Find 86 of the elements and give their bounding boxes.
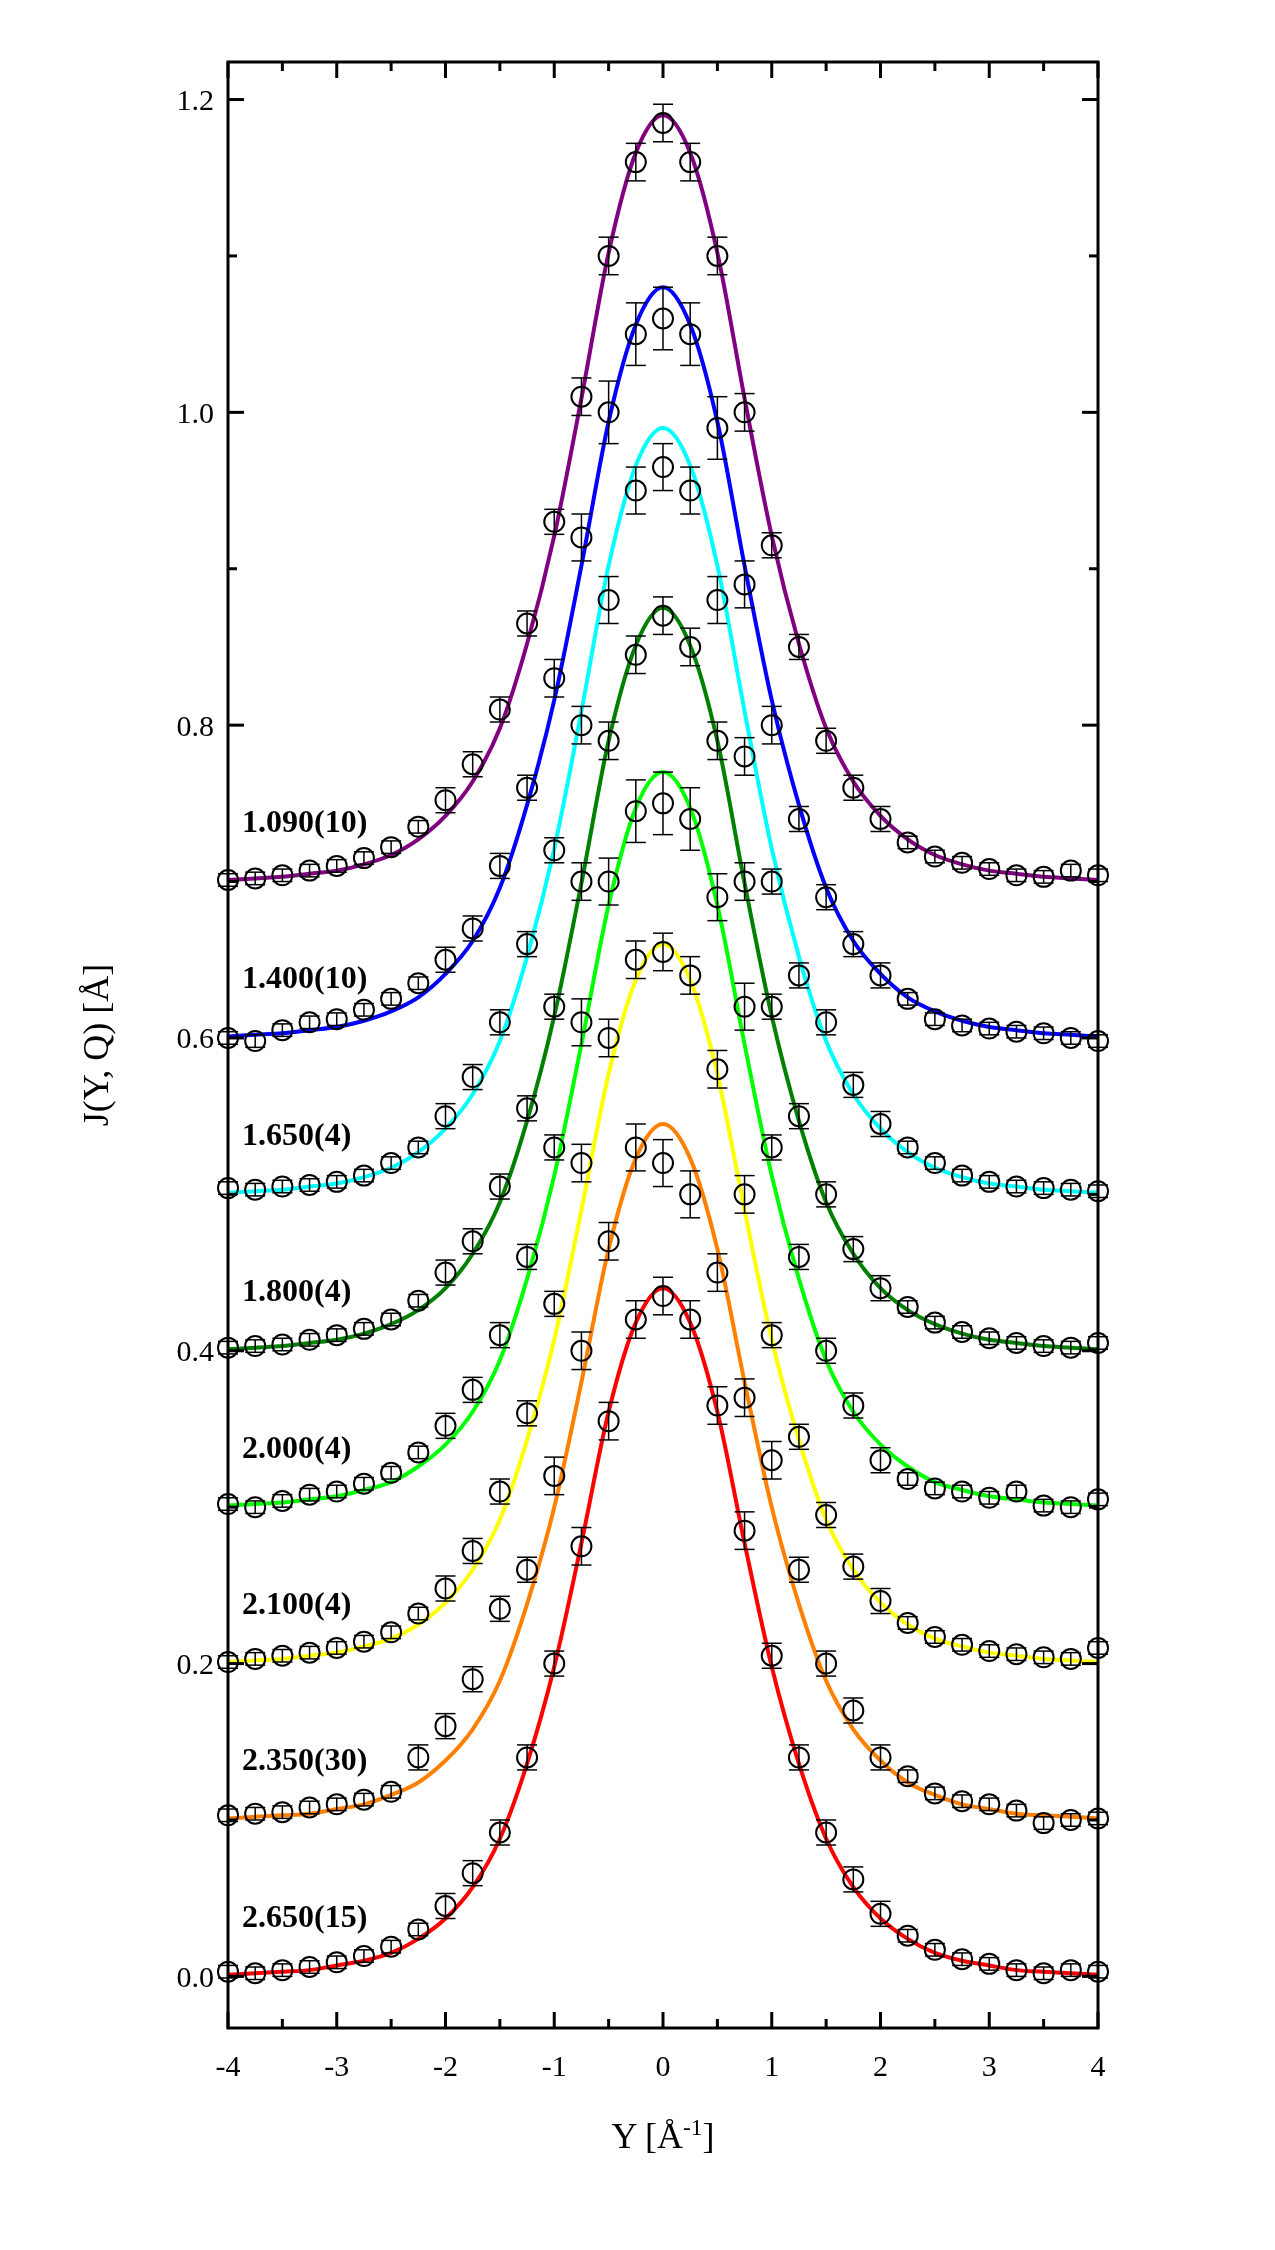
- point: [624, 948, 647, 971]
- point: [624, 151, 647, 174]
- point: [733, 401, 756, 424]
- point: [760, 1449, 783, 1472]
- x-tick-label: 0: [655, 2049, 671, 2082]
- point: [597, 244, 620, 267]
- point: [733, 573, 756, 596]
- point: [679, 323, 702, 346]
- point: [733, 745, 756, 768]
- point: [652, 604, 674, 627]
- series-label: 1.090(10): [242, 802, 368, 839]
- point: [570, 870, 593, 893]
- point: [679, 479, 702, 502]
- series-label: 1.650(4): [242, 1115, 352, 1152]
- point: [652, 307, 674, 330]
- x-tick-label: -1: [541, 2049, 567, 2082]
- point: [706, 729, 729, 752]
- point: [624, 643, 647, 666]
- point: [597, 1230, 620, 1253]
- point: [570, 1535, 593, 1558]
- point: [706, 244, 729, 267]
- series-label: 1.400(10): [242, 959, 368, 996]
- x-tick-label: 1: [764, 2049, 780, 2082]
- point: [543, 667, 566, 690]
- y-tick-label: 0.2: [176, 1647, 214, 1681]
- point: [679, 1308, 702, 1331]
- point: [679, 1183, 702, 1206]
- series-label: 2.000(4): [242, 1428, 352, 1465]
- y-tick-label: 0.6: [176, 1021, 214, 1055]
- series-label: 2.650(15): [242, 1897, 368, 1934]
- point: [570, 1011, 593, 1034]
- x-tick-label: 2: [873, 2049, 888, 2082]
- x-axis-title: Y [Å$^{-1}$]: [611, 2114, 715, 2156]
- point: [570, 1339, 593, 1362]
- point: [597, 401, 620, 424]
- point: [706, 1394, 729, 1417]
- point: [624, 479, 647, 502]
- point: [652, 940, 674, 963]
- y-axis-title: J(Y, Q) [Å]: [76, 963, 116, 1127]
- point: [597, 870, 620, 893]
- y-tick-label: 0.4: [176, 1334, 214, 1368]
- series-label: 2.100(4): [242, 1585, 352, 1622]
- point: [733, 1183, 756, 1206]
- x-tick-label: -4: [215, 2049, 241, 2082]
- series-label: 1.800(4): [242, 1272, 352, 1309]
- point: [624, 323, 647, 346]
- point: [733, 870, 756, 893]
- point: [706, 589, 729, 612]
- x-tick-label: 3: [981, 2049, 997, 2082]
- point: [624, 1308, 647, 1331]
- point: [570, 1152, 593, 1175]
- y-tick-label: 0.8: [176, 708, 214, 742]
- point: [570, 714, 593, 737]
- point: [706, 886, 729, 909]
- point: [679, 808, 702, 830]
- point: [597, 589, 620, 612]
- point: [597, 729, 620, 752]
- point: [652, 792, 674, 815]
- point: [652, 456, 674, 479]
- point: [570, 385, 593, 408]
- point: [706, 1058, 729, 1081]
- point: [570, 526, 593, 549]
- point: [543, 1464, 566, 1487]
- point: [624, 1136, 647, 1159]
- point: [679, 964, 702, 987]
- point: [760, 714, 783, 737]
- point: [679, 151, 702, 174]
- point: [652, 1152, 674, 1175]
- point: [597, 1410, 620, 1433]
- point: [706, 1261, 729, 1284]
- series-label: 2.350(30): [242, 1741, 368, 1778]
- point: [733, 995, 756, 1018]
- point: [652, 1285, 674, 1308]
- y-tick-label: 1.0: [176, 395, 214, 429]
- point: [679, 635, 702, 658]
- point: [597, 1026, 620, 1049]
- y-tick-label: 1.2: [176, 83, 214, 117]
- point: [624, 800, 647, 823]
- point: [733, 1386, 756, 1409]
- x-tick-label: -3: [324, 2049, 350, 2082]
- x-tick-label: 4: [1090, 2049, 1106, 2082]
- point: [652, 112, 674, 134]
- x-tick-label: -2: [433, 2049, 458, 2082]
- point: [706, 416, 729, 439]
- y-tick-label: 0.0: [176, 1959, 214, 1993]
- point: [733, 1519, 756, 1542]
